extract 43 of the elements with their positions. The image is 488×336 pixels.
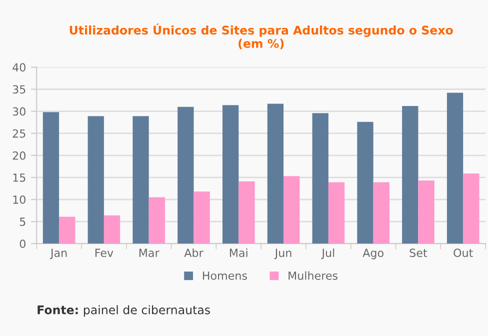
x-tick-label: Fev bbox=[95, 248, 114, 258]
bar bbox=[59, 216, 76, 244]
bar bbox=[132, 116, 149, 244]
y-tick-label: 10 bbox=[13, 195, 26, 204]
x-tick-label: Mai bbox=[230, 248, 248, 258]
y-tick-label: 0 bbox=[20, 240, 26, 248]
bar bbox=[222, 105, 239, 244]
y-tick-label: 20 bbox=[12, 151, 26, 160]
y-tick-label: 15 bbox=[13, 174, 26, 182]
chart-title: Utilizadores Únicos de Sites para Adultos segundo o Sexo (em %) bbox=[70, 24, 453, 50]
bar bbox=[373, 182, 390, 244]
x-tick-label: Abr bbox=[184, 248, 204, 258]
x-tick-label: Jul bbox=[321, 248, 334, 260]
bar bbox=[238, 181, 255, 244]
y-tick-label: 30 bbox=[12, 107, 26, 116]
bar bbox=[42, 112, 60, 244]
x-tick-label: Ago bbox=[362, 248, 384, 260]
bar bbox=[402, 106, 418, 244]
bar bbox=[104, 215, 120, 244]
x-tick-label: Set bbox=[410, 248, 428, 258]
y-tick-label: 35 bbox=[12, 85, 26, 94]
legend-label: Mulheres bbox=[288, 271, 338, 280]
bar bbox=[463, 173, 480, 244]
bar bbox=[88, 116, 104, 244]
source-note: Fonte: painel de cibernautas bbox=[38, 305, 210, 317]
bar bbox=[194, 192, 210, 244]
bar bbox=[446, 92, 464, 244]
bar bbox=[328, 182, 345, 244]
bar bbox=[284, 176, 300, 244]
bar bbox=[312, 113, 328, 244]
bar bbox=[148, 197, 166, 244]
legend-label: Homens bbox=[202, 272, 247, 280]
y-tick-label: 40 bbox=[12, 63, 26, 72]
x-tick-label: Out bbox=[454, 248, 473, 258]
x-tick-label: Mar bbox=[139, 248, 160, 258]
bar bbox=[418, 180, 434, 244]
y-tick-label: 5 bbox=[20, 218, 26, 226]
bar bbox=[178, 106, 194, 244]
bar bbox=[267, 104, 284, 244]
x-tick-label: Jun bbox=[274, 248, 292, 260]
x-tick-label: Jan bbox=[50, 248, 67, 260]
bar bbox=[357, 122, 374, 244]
y-tick-label: 25 bbox=[12, 129, 26, 138]
